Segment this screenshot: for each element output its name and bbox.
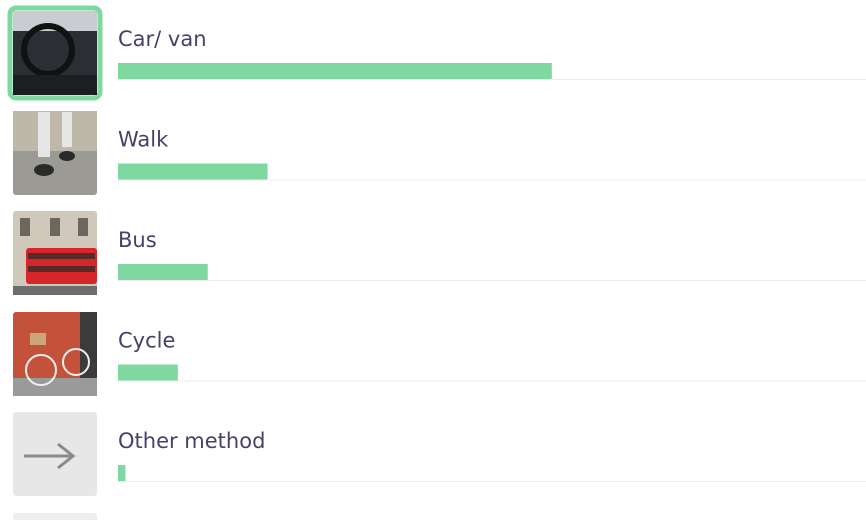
- thumb-partial: [13, 513, 97, 520]
- thumb-walk[interactable]: [13, 111, 97, 195]
- option-label: Bus: [118, 228, 157, 252]
- option-label: Walk: [118, 128, 169, 152]
- thumb-car[interactable]: [7, 5, 103, 101]
- thumb-cycle[interactable]: [13, 312, 97, 396]
- bar: [118, 63, 552, 79]
- option-label: Car/ van: [118, 27, 207, 51]
- thumb-bus[interactable]: [13, 211, 97, 295]
- option-label: Cycle: [118, 329, 175, 353]
- bar: [118, 364, 178, 381]
- bar: [118, 465, 126, 481]
- option-label: Other method: [118, 429, 265, 453]
- bar: [118, 264, 208, 280]
- bar: [118, 163, 268, 180]
- thumb-other[interactable]: [13, 412, 97, 496]
